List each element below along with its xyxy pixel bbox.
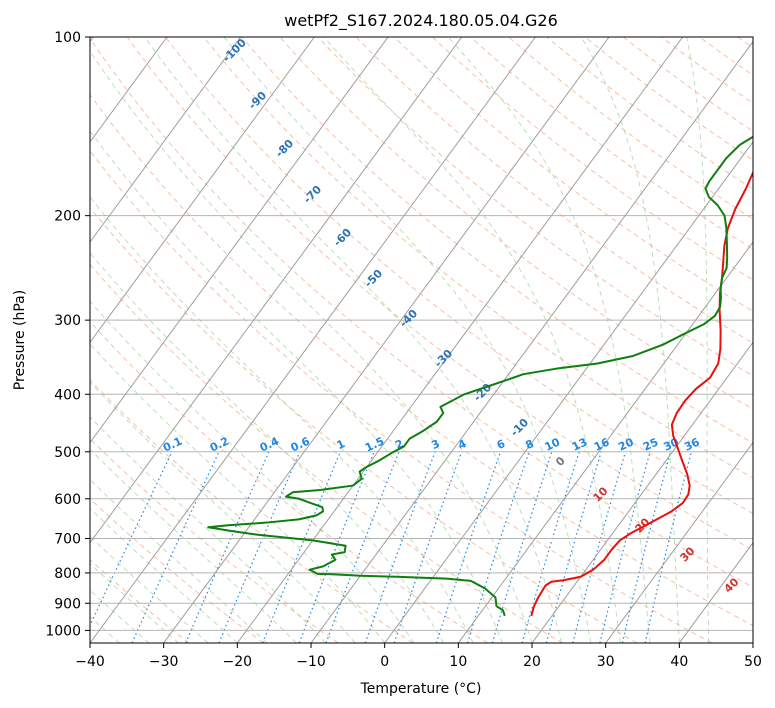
isotherm-gridline: [90, 37, 389, 444]
chart-title: wetPf2_S167.2024.180.05.04.G26: [284, 11, 558, 31]
x-tick-label: 50: [744, 654, 762, 670]
y-tick-label: 300: [54, 313, 81, 329]
x-tick-label: −10: [296, 654, 326, 670]
y-tick-label: 800: [54, 566, 81, 582]
moist-adiabat: [447, 37, 651, 643]
x-tick-label: 0: [380, 654, 389, 670]
x-axis-label: Temperature (°C): [360, 681, 482, 697]
dry-adiabat: [355, 37, 753, 344]
isotherm-gridline: [236, 37, 684, 643]
moist-adiabat: [90, 252, 445, 643]
dry-adiabat: [279, 37, 753, 410]
x-tick-label: −40: [75, 654, 105, 670]
mixing-ratio-label: 25: [641, 435, 660, 453]
dry-adiabat: [126, 37, 753, 551]
dry-adiabat: [90, 150, 712, 643]
dry-adiabat: [432, 37, 753, 281]
y-tick-label: 600: [54, 492, 81, 508]
y-tick-label: 500: [54, 445, 81, 461]
dry-adiabat: [584, 37, 753, 161]
x-tick-label: 10: [449, 654, 467, 670]
y-tick-label: 100: [54, 30, 81, 46]
moist-adiabat: [90, 535, 209, 643]
mixing-ratio-label: 36: [682, 435, 702, 453]
mixing-ratio-label: 10: [543, 435, 563, 453]
isotherm-gridline: [90, 37, 536, 643]
moist-adiabat: [686, 37, 710, 643]
plot-area: -100-90-80-70-60-50-40-30-20-10010203040…: [90, 37, 753, 643]
dry-adiabat: [90, 379, 414, 643]
isotherm-gridline: [90, 37, 315, 344]
mixing-ratio-label: 13: [570, 435, 589, 453]
dry-adiabat: [90, 37, 753, 588]
plot-clip-group: -100-90-80-70-60-50-40-30-20-10010203040…: [90, 37, 753, 643]
moist-adiabat: [90, 50, 533, 643]
x-tick-label: −20: [223, 654, 253, 670]
plot-frame: [89, 36, 754, 644]
y-tick-label: 900: [54, 596, 81, 612]
moist-adiabat: [90, 562, 179, 643]
moist-adiabat: [323, 37, 621, 643]
mixing-ratio-line: [466, 451, 530, 643]
y-tick-label: 1000: [45, 623, 81, 639]
dry-adiabat: [470, 37, 753, 250]
dry-adiabat: [90, 263, 563, 643]
isotherm-gridline: [384, 141, 753, 643]
isotherm-gridline: [457, 241, 753, 643]
temperature-trace: [530, 170, 753, 617]
moist-adiabat: [90, 130, 503, 643]
mixing-ratio-line: [521, 451, 580, 643]
moist-adiabat: [90, 589, 150, 643]
mixing-ratio-line: [325, 451, 400, 643]
mixing-ratio-label: 16: [592, 435, 612, 453]
dry-adiabat: [393, 37, 753, 312]
y-tick-label: 700: [54, 532, 81, 548]
mixing-ratio-line: [298, 451, 375, 643]
moist-adiabat: [90, 381, 356, 643]
isotherm-gridline: [310, 40, 753, 643]
x-tick-label: 30: [597, 654, 615, 670]
dry-adiabat: [241, 37, 753, 444]
moist-adiabat: [90, 416, 327, 643]
moist-adiabat: [90, 196, 474, 643]
moist-adiabat: [580, 37, 680, 643]
mixing-ratio-label: 20: [616, 435, 636, 453]
dry-adiabat: [317, 37, 753, 377]
mixing-ratio-line: [90, 451, 173, 627]
y-axis-label: Pressure (hPa): [12, 290, 28, 390]
isotherm-gridline: [605, 441, 753, 643]
axes: −40 −30 −20 −10 0 10 20 30 40 50 100 200 300 400 500 60…: [45, 30, 762, 670]
mixing-ratio-line: [435, 451, 502, 643]
moist-adiabat: [90, 478, 268, 643]
mixing-ratio-line: [545, 451, 602, 643]
mixing-ratio-line: [572, 451, 627, 643]
isotherm-gridline: [163, 37, 610, 643]
moist-adiabat: [90, 343, 386, 643]
dewpoint-trace: [207, 135, 753, 617]
x-tick-label: 20: [523, 654, 541, 670]
dry-adiabat: [90, 93, 753, 627]
moist-adiabat: [144, 37, 562, 643]
isotherm-gridline: [90, 37, 463, 544]
x-tick-label: 40: [670, 654, 688, 670]
y-tick-label: 200: [54, 209, 81, 225]
x-tick-label: −30: [149, 654, 179, 670]
mixing-ratio-label: 30: [662, 435, 682, 453]
isotherm-gridline: [531, 341, 753, 643]
moist-adiabat: [90, 448, 297, 643]
isotherm-gridline: [90, 37, 168, 143]
y-tick-label: 400: [54, 387, 81, 403]
isotherm-gridline: [90, 37, 242, 243]
